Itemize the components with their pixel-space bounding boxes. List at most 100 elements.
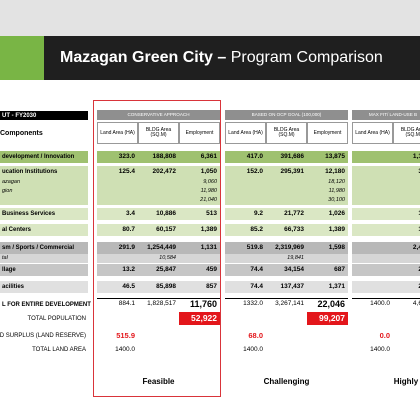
- verdict: Highly Unl: [393, 377, 420, 386]
- highlight-box: [93, 100, 221, 397]
- total-rule: [352, 298, 420, 299]
- title: Mazagan Green City – Program Comparison: [60, 48, 383, 68]
- row-label: ucation Institutions: [2, 169, 58, 175]
- cell: 1400.0: [243, 345, 263, 353]
- cell: 1,050: [200, 167, 217, 175]
- cell: 4,658,: [412, 300, 420, 308]
- row-band: [97, 151, 220, 163]
- column-header: Land Area (HA): [352, 122, 393, 144]
- cell: 137,437: [280, 282, 305, 290]
- cell: 85,898: [156, 282, 176, 290]
- cell: 52,922: [179, 312, 220, 325]
- cell: 1,026: [328, 209, 345, 217]
- cell: 1,254,449: [147, 243, 176, 251]
- cell: 3.4: [125, 209, 135, 217]
- cell: 391,686: [280, 152, 305, 160]
- row-band: [225, 281, 348, 293]
- row-band: [225, 166, 348, 178]
- cell: 68.0: [248, 331, 263, 341]
- row-band: [97, 254, 220, 263]
- row-label: AND SURPLUS (LAND RESERVE): [0, 333, 86, 339]
- cell: 884.1: [118, 300, 135, 308]
- row-band: [97, 264, 220, 276]
- column-header: Employment: [179, 122, 220, 144]
- top-strip: [0, 0, 420, 36]
- cell: 152.0: [246, 167, 263, 175]
- cell: 13,875: [325, 152, 345, 160]
- cell: 513: [206, 209, 217, 217]
- cell: 295,391: [280, 167, 305, 175]
- cell: 30,100: [328, 196, 345, 203]
- row-label: acilities: [2, 284, 25, 290]
- cell: 74.4: [250, 282, 263, 290]
- row-band: [97, 224, 220, 236]
- cell: 381,: [393, 166, 420, 178]
- row-band: [352, 242, 420, 254]
- row-band: [225, 187, 348, 196]
- accent-block: [0, 36, 44, 80]
- cell: 22,046: [317, 299, 345, 309]
- verdict: Challenging: [263, 377, 310, 386]
- cell: 74.4: [250, 265, 263, 273]
- row-band: [0, 281, 88, 293]
- row-band: [352, 254, 420, 263]
- cell: 323.0: [118, 152, 135, 160]
- row-label: L FOR ENTIRE DEVELOPMENT: [2, 301, 91, 308]
- cell: 125.4: [118, 167, 135, 175]
- cell: 101,: [393, 208, 420, 220]
- cell: 46.5: [122, 282, 135, 290]
- row-band: [352, 281, 420, 293]
- row-label: TOTAL POPULATION: [27, 315, 86, 322]
- row-band: [0, 166, 88, 178]
- column-header: BLDG Area (SQ.M): [138, 122, 179, 144]
- row-band: [352, 178, 420, 187]
- title-band: [0, 36, 420, 80]
- cell: 459: [206, 265, 217, 273]
- cell: 1,598: [328, 243, 345, 251]
- cell: 10,886: [156, 209, 176, 217]
- row-label: development / Innovation: [2, 154, 75, 160]
- cell: 21,772: [284, 209, 304, 217]
- group-header: MAX FIT/ LAND-USE B: [352, 110, 420, 120]
- cell: 1400.0: [370, 345, 390, 353]
- row-band: [97, 196, 220, 205]
- cell: 1,389: [200, 225, 217, 233]
- row-band: [0, 196, 88, 205]
- cell: 120,: [393, 224, 420, 236]
- row-label: al Centers: [2, 227, 32, 233]
- cell: 212,: [393, 281, 420, 293]
- cell: 9,060: [203, 178, 217, 185]
- cell: 85.2: [250, 225, 263, 233]
- cell: 18,120: [328, 178, 345, 185]
- column-header: BLDG Area (SQ.M): [393, 122, 420, 144]
- section-label: UT - FY2030: [0, 111, 88, 120]
- row-label: llage: [2, 267, 16, 273]
- row-band: [225, 242, 348, 254]
- cell: 13.2: [122, 265, 135, 273]
- cell: 11,980: [200, 187, 217, 194]
- row-band: [352, 151, 420, 163]
- row-band: [0, 151, 88, 163]
- cell: 20,: [393, 254, 420, 263]
- row-band: [225, 208, 348, 220]
- cell: 857: [206, 282, 217, 290]
- cell: 11,980: [328, 187, 345, 194]
- cell: 10,584: [159, 254, 176, 261]
- group-header: CONSERVATIVE APPROACH: [97, 110, 220, 120]
- column-header: Land Area (HA): [225, 122, 266, 144]
- total-rule: [97, 298, 220, 299]
- cell: 25,847: [156, 265, 176, 273]
- row-label: tal: [2, 254, 8, 261]
- group-header: BASED ON OCP GOAL (100,000): [225, 110, 348, 120]
- cell: 188,808: [152, 152, 177, 160]
- cell: 687: [334, 265, 345, 273]
- row-band: [352, 208, 420, 220]
- row-band: [0, 242, 88, 254]
- row-label: azagan: [2, 178, 21, 185]
- cell: 1,371: [328, 282, 345, 290]
- row-band: [97, 187, 220, 196]
- row-label: gion: [2, 187, 13, 194]
- row-band: [97, 281, 220, 293]
- cell: 9.2: [253, 209, 263, 217]
- row-band: [0, 254, 88, 263]
